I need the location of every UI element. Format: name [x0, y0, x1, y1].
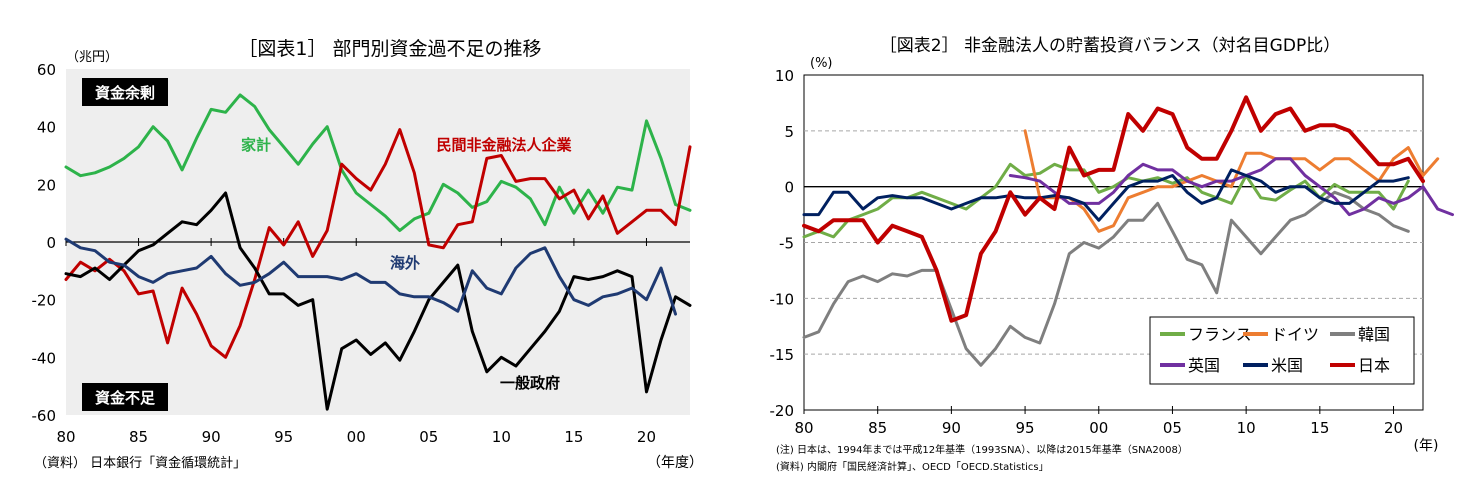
series-line	[64, 191, 692, 411]
y-tick-label: 10	[775, 67, 794, 85]
surplus-label: 資金余剰	[95, 84, 155, 102]
y-tick-label: 20	[37, 176, 56, 194]
series-label: 家計	[241, 136, 271, 154]
series-label: 民間非金融法人企業	[436, 136, 572, 154]
x-tick-label: 10	[492, 428, 511, 446]
x-tick-label: 05	[419, 428, 438, 446]
y-tick-label: 5	[784, 123, 794, 141]
x-tick-label: 05	[1163, 419, 1182, 437]
unit-label: （兆円）	[66, 50, 118, 65]
x-axis-label: (年)	[1414, 438, 1439, 454]
x-tick-label: 85	[868, 419, 887, 437]
x-tick-label: 80	[56, 428, 75, 446]
chart-1: -60 -40 -20 0 20 40 60 80 85 90 95 00 05 10 15 20 ［図表1］ …	[32, 38, 704, 471]
x-tick-label: 00	[347, 428, 366, 446]
chart-title: ［図表1］ 部門別資金過不足の推移	[238, 38, 541, 60]
deficit-label: 資金不足	[95, 389, 156, 407]
y-tick-label: 0	[784, 179, 794, 197]
x-tick-label: 10	[1237, 419, 1256, 437]
series-line	[64, 93, 692, 232]
x-axis-label: （年度）	[647, 455, 703, 471]
footnote: (資料) 内閣府「国民経済計算」、OECD「OECD.Statistics」	[776, 460, 1049, 473]
series-line	[802, 190, 1410, 367]
legend-entry: 韓国	[1358, 325, 1390, 344]
x-tick-label: 80	[794, 419, 813, 437]
y-tick-label: 40	[37, 119, 56, 137]
series-line	[1023, 129, 1440, 233]
x-tick-label: 95	[274, 428, 293, 446]
unit-label: (%)	[810, 56, 833, 71]
y-tick-label: 60	[37, 61, 56, 79]
legend-entry: 米国	[1271, 356, 1303, 375]
x-tick-label: 90	[942, 419, 961, 437]
y-tick-label: -20	[32, 292, 57, 310]
legend-entry: 日本	[1358, 356, 1390, 375]
x-tick-label: 95	[1016, 419, 1035, 437]
footnote: (注) 日本は、1994年までは平成12年基準（1993SNA）、以降は2015…	[776, 443, 1188, 456]
series-line	[64, 128, 692, 359]
source-note: （資料） 日本銀行「資金循環統計」	[34, 455, 246, 471]
y-tick-label: -60	[32, 407, 57, 425]
y-tick-label: -20	[770, 402, 795, 420]
legend-entry: ドイツ	[1271, 325, 1319, 344]
x-tick-label: 90	[202, 428, 221, 446]
x-tick-label: 85	[129, 428, 148, 446]
y-tick-label: -15	[770, 346, 795, 364]
y-tick-label: 0	[46, 234, 56, 252]
surplus-box	[82, 78, 168, 106]
x-tick-label: 00	[1089, 419, 1108, 437]
deficit-box	[82, 383, 168, 411]
series-label: 海外	[390, 254, 420, 272]
series-line	[802, 168, 1410, 222]
legend-entry: 英国	[1188, 356, 1220, 375]
x-tick-label: 20	[1384, 419, 1403, 437]
series-line	[64, 237, 677, 316]
y-tick-label: -5	[779, 235, 794, 253]
chart-title: ［図表2］ 非金融法人の貯蓄投資バランス（対名目GDP比）	[880, 36, 1340, 56]
x-tick-label: 15	[564, 428, 583, 446]
legend-box	[1149, 316, 1415, 385]
legend-entry: フランス	[1188, 325, 1252, 344]
y-tick-label: -10	[770, 290, 795, 308]
series-label: 一般政府	[500, 374, 560, 392]
y-tick-label: -40	[32, 349, 57, 367]
x-tick-label: 15	[1310, 419, 1329, 437]
series-line	[802, 95, 1425, 323]
x-tick-label: 20	[637, 428, 656, 446]
